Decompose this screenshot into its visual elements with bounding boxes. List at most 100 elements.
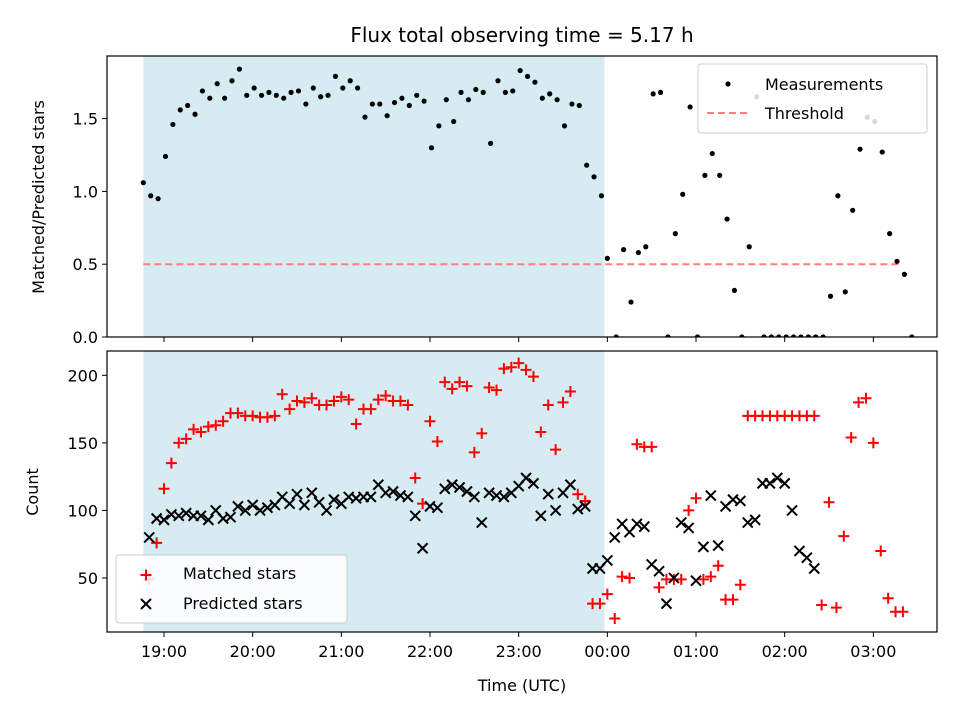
predicted-star-point — [291, 488, 303, 500]
y-tick-label: 50 — [78, 569, 98, 588]
predicted-star-point — [579, 500, 591, 513]
measurement-point — [702, 172, 708, 178]
matched-star-point — [394, 395, 406, 407]
observing-interval-shade — [143, 56, 605, 337]
matched-star-point — [343, 394, 355, 406]
predicted-star-point — [660, 597, 673, 610]
measurement-point — [805, 334, 811, 337]
matched-star-point — [557, 396, 569, 408]
matched-star-point — [897, 606, 909, 618]
x-tick-label: 19:00 — [141, 642, 187, 661]
matched-star-point — [579, 495, 591, 507]
y-tick-label: 1.5 — [73, 110, 98, 129]
matched-star-point — [380, 390, 392, 402]
measurement-point — [879, 149, 885, 155]
measurement-point — [768, 334, 774, 337]
matched-star-point — [624, 572, 636, 584]
matched-star-point — [321, 399, 333, 411]
measurement-point — [421, 98, 427, 104]
measurement-point — [502, 89, 508, 95]
legend-label: Predicted stars — [183, 594, 303, 613]
measurement-point — [185, 102, 191, 109]
matched-star-point — [210, 419, 222, 431]
measurement-point — [635, 249, 641, 256]
legend: Measurements Threshold — [697, 63, 928, 134]
predicted-star-point — [542, 488, 554, 500]
matched-star-point — [564, 386, 576, 398]
predicted-star-point — [387, 485, 399, 498]
measurement-point — [251, 85, 257, 91]
matched-star-point — [513, 357, 525, 369]
matched-star-point — [860, 392, 872, 404]
measurement-point — [155, 196, 161, 202]
matched-star-point — [409, 472, 421, 484]
measurement-point — [827, 293, 834, 299]
predicted-star-point — [697, 541, 710, 553]
matched-star-point — [372, 394, 384, 406]
measurement-point — [591, 174, 597, 180]
measurement-point — [790, 334, 797, 337]
matched-star-point — [446, 383, 458, 395]
measurement-point — [569, 101, 575, 107]
matched-star-point — [653, 581, 665, 593]
matched-star-point — [594, 598, 606, 610]
chart-title: Flux total observing time = 5.17 h — [350, 23, 693, 47]
predicted-star-point — [298, 499, 311, 511]
measurement-point — [665, 334, 671, 337]
matched-star-point — [520, 364, 532, 376]
measurement-point — [399, 95, 405, 101]
bottom-y-axis-label: Count — [23, 468, 42, 516]
measurement-point — [340, 85, 346, 91]
predicted-star-point — [764, 477, 776, 490]
predicted-star-point — [631, 518, 643, 530]
x-tick-label: 01:00 — [673, 642, 719, 661]
measurement-point — [192, 111, 198, 117]
measurement-point — [303, 101, 309, 107]
matched-star-point — [165, 457, 177, 469]
matched-star-point — [712, 560, 724, 572]
predicted-star-point — [520, 472, 532, 484]
measurement-point — [820, 334, 826, 337]
y-tick-label: 200 — [67, 366, 98, 385]
predicted-star-point — [675, 516, 687, 529]
matched-star-point — [402, 399, 414, 411]
predicted-star-point — [483, 487, 495, 499]
measurement-point — [451, 118, 457, 125]
x-tick-label: 23:00 — [496, 642, 542, 661]
matched-star-point — [498, 363, 510, 375]
measurement-point — [325, 92, 331, 98]
measurement-point — [547, 91, 553, 97]
matched-star-point — [365, 403, 377, 415]
matched-star-point — [232, 407, 244, 419]
measurement-point — [694, 334, 701, 337]
predicted-star-point — [476, 516, 488, 529]
predicted-star-point — [527, 477, 540, 490]
matched-star-point — [468, 446, 480, 458]
measurement-point — [406, 102, 412, 109]
matched-star-point — [151, 537, 163, 549]
x-tick-label: 22:00 — [407, 642, 453, 661]
matched-star-point — [276, 388, 288, 400]
measurement-point — [214, 81, 220, 87]
bottom-panel: 50 100 150 200 19:00 20:00 21:00 22:00 23:00 00:0… — [67, 350, 938, 661]
predicted-star-point — [690, 574, 702, 587]
measurement-point — [428, 145, 435, 151]
matched-star-point — [697, 573, 709, 585]
predicted-star-point — [668, 572, 680, 584]
matched-star-point — [646, 441, 658, 453]
measurement-point — [731, 287, 738, 294]
measurement-point — [480, 89, 486, 95]
predicted-star-point — [328, 493, 340, 506]
predicted-star-point — [173, 510, 185, 522]
predicted-star-point — [431, 502, 444, 514]
measurement-point — [465, 97, 472, 103]
matched-star-point — [830, 602, 842, 614]
matched-star-point — [269, 410, 281, 422]
x-tick-label: 03:00 — [850, 642, 896, 661]
predicted-star-point — [468, 491, 481, 503]
measurement-point — [613, 334, 619, 337]
predicted-star-point — [801, 551, 813, 564]
matched-star-point — [431, 436, 443, 448]
predicted-star-point — [409, 510, 421, 522]
measurement-point — [199, 88, 206, 94]
